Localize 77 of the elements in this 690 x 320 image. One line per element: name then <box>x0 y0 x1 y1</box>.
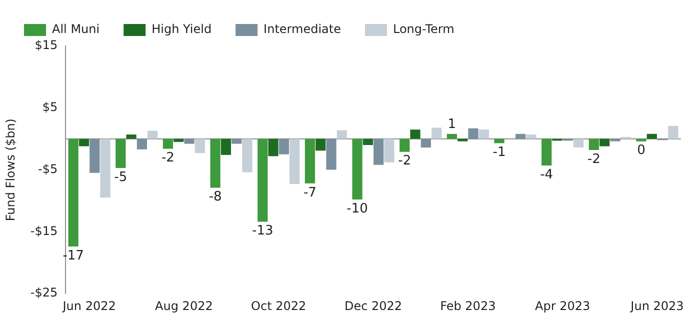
bar <box>194 138 205 154</box>
bar <box>148 130 158 139</box>
x-tick-label: Oct 2022 <box>251 298 306 313</box>
bar <box>78 138 90 146</box>
bar <box>326 138 336 170</box>
data-label: -1 <box>492 145 506 160</box>
bar <box>432 128 442 139</box>
y-axis-title: Fund Flows ($bn) <box>3 118 18 222</box>
bar <box>588 138 599 150</box>
bar <box>290 138 300 184</box>
bar <box>420 138 431 148</box>
data-label: -5 <box>114 170 128 185</box>
bar <box>384 138 394 162</box>
bar <box>278 138 289 154</box>
x-tick-label: Aug 2022 <box>155 298 213 313</box>
bar <box>400 138 410 152</box>
legend-label: All Muni <box>52 22 100 36</box>
bar <box>573 138 584 148</box>
bar <box>468 128 478 139</box>
bar <box>458 138 468 142</box>
bar <box>494 138 504 144</box>
y-tick-label: -$25 <box>30 286 58 300</box>
y-tick-label: -$15 <box>30 224 58 238</box>
bar <box>668 126 678 139</box>
bar <box>174 138 184 142</box>
data-label: -8 <box>208 190 222 205</box>
bar <box>610 138 620 142</box>
bar <box>116 138 126 168</box>
bar <box>526 134 536 139</box>
bar <box>478 130 489 139</box>
bar <box>410 130 420 139</box>
bar <box>316 138 326 151</box>
x-tick-label: Apr 2023 <box>535 298 590 313</box>
bar <box>636 138 646 142</box>
y-tick-label: $15 <box>34 38 58 52</box>
data-label: -2 <box>587 152 600 167</box>
x-tick-label: Feb 2023 <box>440 298 496 313</box>
data-label: -10 <box>346 201 368 216</box>
y-tick-label: -$5 <box>38 162 58 176</box>
bar <box>162 138 174 149</box>
bar <box>126 134 136 139</box>
bar <box>258 138 268 222</box>
x-tick-label: Jun 2023 <box>630 298 684 313</box>
bar <box>336 130 347 139</box>
bar <box>542 138 552 166</box>
bar <box>516 134 526 139</box>
bar <box>210 138 220 188</box>
bar <box>268 138 278 156</box>
bar <box>184 138 194 144</box>
data-label: -7 <box>303 185 316 200</box>
bar <box>600 138 610 146</box>
legend-label: Long-Term <box>392 22 454 36</box>
bar <box>242 138 252 172</box>
bar <box>68 138 78 247</box>
bar <box>374 138 384 165</box>
bar <box>446 134 457 139</box>
data-label: -4 <box>540 167 554 182</box>
bar <box>90 138 100 173</box>
bar <box>136 138 148 150</box>
legend-label: Intermediate <box>264 22 341 36</box>
bar <box>100 138 110 198</box>
data-label: -2 <box>161 150 174 166</box>
x-tick-label: Dec 2022 <box>344 298 402 313</box>
bar <box>220 138 232 155</box>
data-label: 1 <box>448 116 456 132</box>
bar <box>352 138 362 200</box>
data-label: -2 <box>398 154 412 169</box>
data-label: 0 <box>637 143 646 158</box>
bar <box>646 134 657 139</box>
bar <box>362 138 373 146</box>
bar <box>304 138 316 184</box>
y-tick-label: $5 <box>42 100 58 114</box>
legend-label: High Yield <box>152 22 212 36</box>
data-label: -13 <box>252 224 274 239</box>
x-tick-label: Jun 2022 <box>62 298 116 313</box>
bar <box>232 138 242 144</box>
data-label: -17 <box>62 248 84 264</box>
